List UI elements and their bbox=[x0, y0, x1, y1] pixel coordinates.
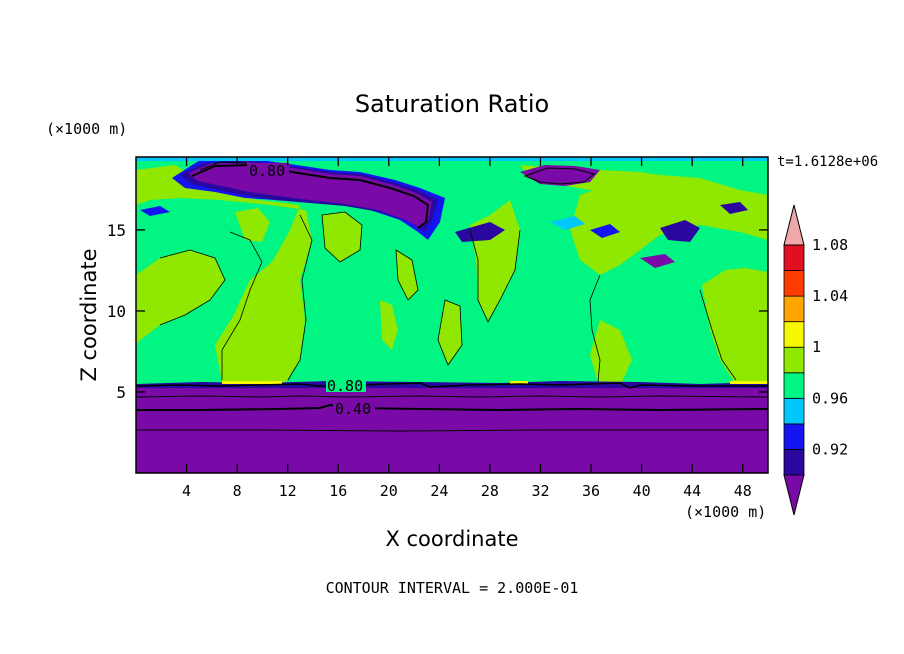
contour-interval-footer: CONTOUR INTERVAL = 2.000E-01 bbox=[326, 579, 579, 597]
x-axis-label: X coordinate bbox=[385, 527, 518, 551]
contour-label-mid: 0.40 bbox=[335, 400, 371, 418]
x-unit-label: (×1000 m) bbox=[685, 503, 766, 521]
colorbar-tick-label: 0.92 bbox=[812, 440, 848, 458]
y-tick-label: 15 bbox=[107, 221, 126, 240]
colorbar-bin bbox=[783, 321, 805, 348]
colorbar-high-arrow bbox=[783, 204, 805, 246]
x-tick-label: 40 bbox=[633, 482, 651, 500]
x-tick-label: 8 bbox=[233, 482, 242, 500]
colorbar-bin bbox=[783, 423, 805, 450]
y-tick-label: 10 bbox=[107, 302, 126, 321]
y-tick-label: 5 bbox=[116, 383, 126, 402]
colorbar-tick-label: 1.08 bbox=[812, 236, 848, 254]
upper-dry-patches bbox=[140, 158, 748, 268]
x-axis-ticks: 4 8 12 16 20 24 28 32 36 40 44 48 bbox=[182, 157, 752, 500]
x-tick-label: 32 bbox=[531, 482, 549, 500]
x-tick-label: 48 bbox=[734, 482, 752, 500]
x-tick-label: 16 bbox=[329, 482, 347, 500]
chart-title: Saturation Ratio bbox=[355, 90, 549, 118]
x-tick-label: 4 bbox=[182, 482, 191, 500]
colorbar-tick-label: 1.04 bbox=[812, 287, 848, 305]
colorbar-low-arrow bbox=[783, 474, 805, 516]
y-axis-ticks: 5 10 15 bbox=[107, 221, 768, 402]
plot-frame bbox=[135, 156, 769, 474]
contour-field: 0.80 0.40 0.80 bbox=[136, 157, 768, 473]
colorbar-bin bbox=[783, 270, 805, 297]
colorbar-bin bbox=[783, 295, 805, 323]
x-tick-label: 12 bbox=[279, 482, 297, 500]
y-unit-label: (×1000 m) bbox=[46, 120, 127, 138]
colorbar-tick-label: 0.96 bbox=[812, 389, 848, 407]
x-tick-label: 36 bbox=[582, 482, 600, 500]
y-axis-label: Z coordinate bbox=[77, 248, 101, 381]
x-tick-label: 44 bbox=[683, 482, 701, 500]
contour-label-low: 0.80 bbox=[327, 377, 363, 395]
colorbar-bin bbox=[783, 372, 805, 399]
contour-label-top: 0.80 bbox=[249, 162, 285, 180]
colorbar: 0.92 0.96 1 1.04 1.08 bbox=[783, 204, 848, 516]
x-tick-label: 28 bbox=[481, 482, 499, 500]
x-tick-label: 20 bbox=[380, 482, 398, 500]
lower-purple-layer bbox=[136, 384, 768, 473]
colorbar-bin bbox=[783, 244, 805, 271]
colorbar-bin bbox=[783, 449, 805, 476]
time-label: t=1.6128e+06 bbox=[777, 154, 878, 170]
colorbar-bin bbox=[783, 397, 805, 425]
colorbar-tick-label: 1 bbox=[812, 338, 821, 356]
x-tick-label: 24 bbox=[430, 482, 448, 500]
colorbar-bin bbox=[783, 346, 805, 374]
